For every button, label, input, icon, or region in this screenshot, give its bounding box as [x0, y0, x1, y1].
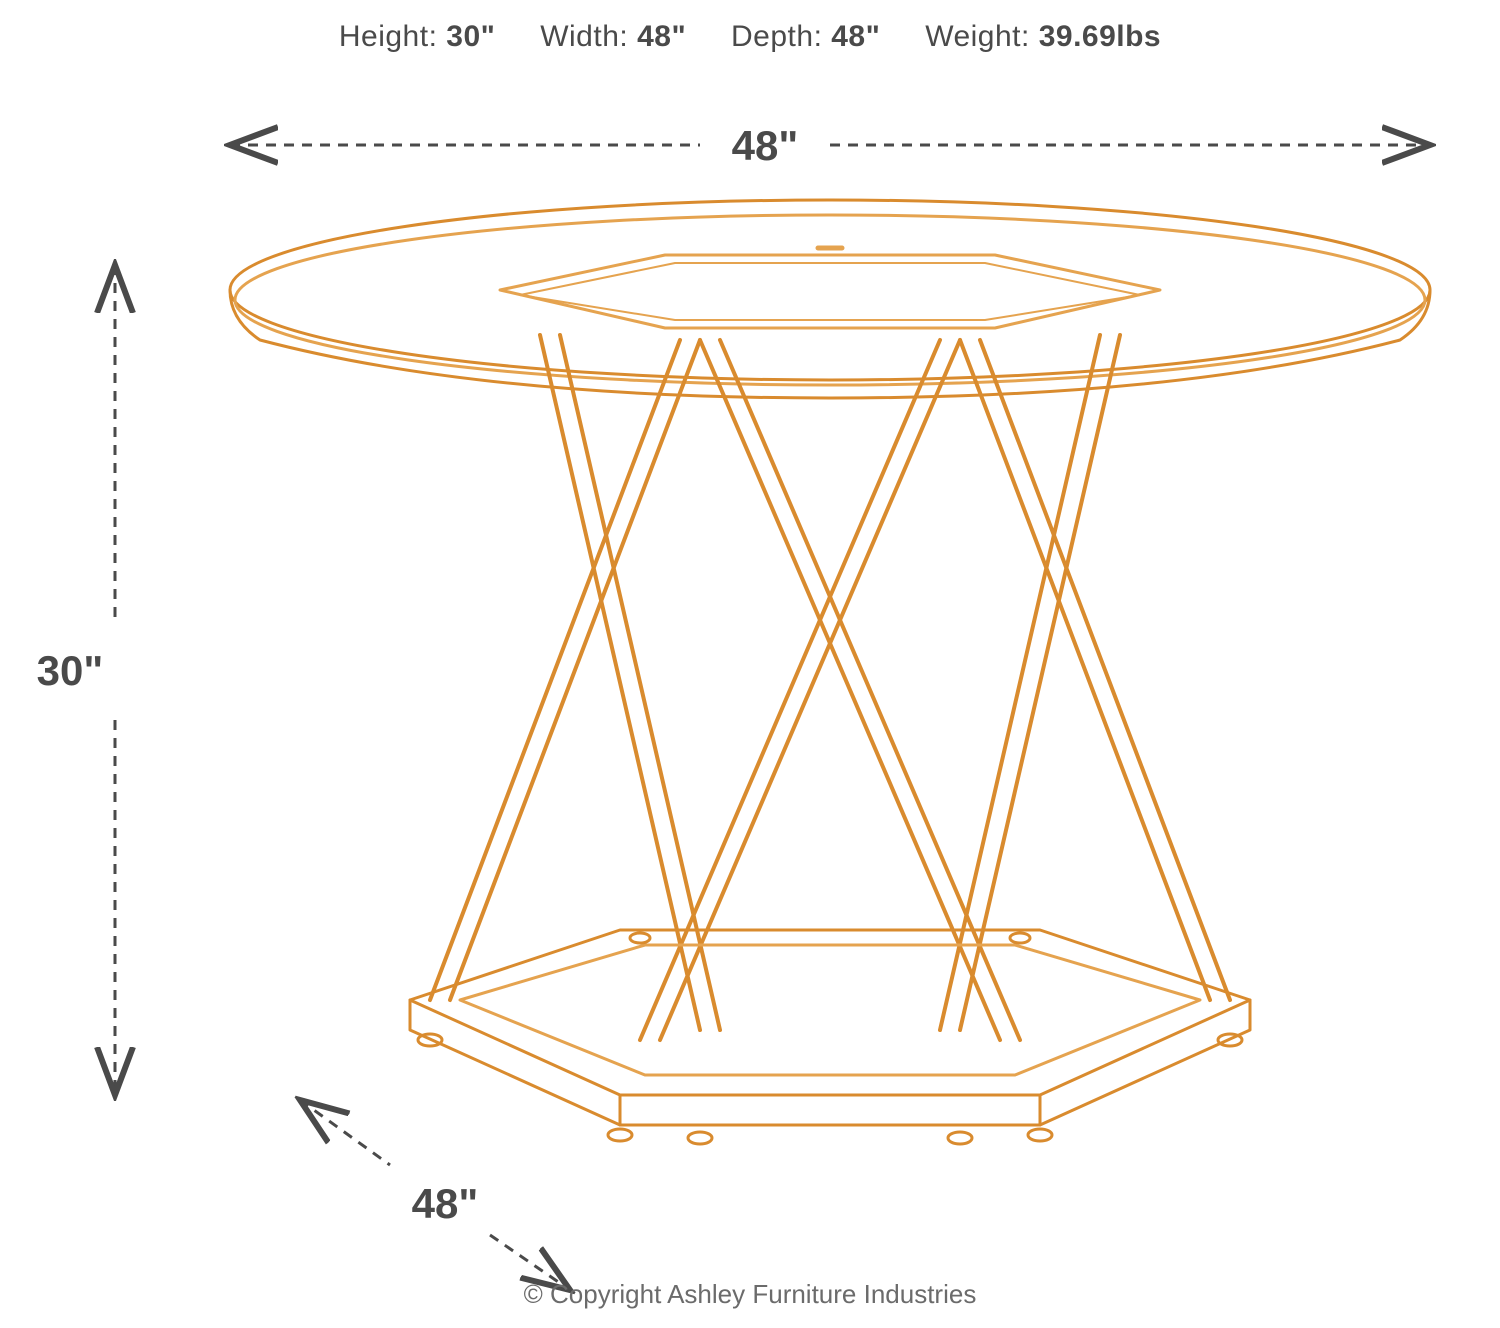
side-height-dimension: 30"	[37, 265, 115, 1095]
table-drawing	[230, 200, 1430, 1144]
copyright-text: © Copyright Ashley Furniture Industries	[0, 1279, 1500, 1310]
base-depth-text: 48"	[412, 1180, 479, 1227]
base-depth-dimension: 48"	[300, 1100, 570, 1290]
top-width-dimension: 48"	[230, 122, 1430, 169]
side-height-text: 30"	[37, 647, 104, 694]
top-width-text: 48"	[732, 122, 799, 169]
dimension-diagram: 48" 30"	[0, 0, 1500, 1328]
